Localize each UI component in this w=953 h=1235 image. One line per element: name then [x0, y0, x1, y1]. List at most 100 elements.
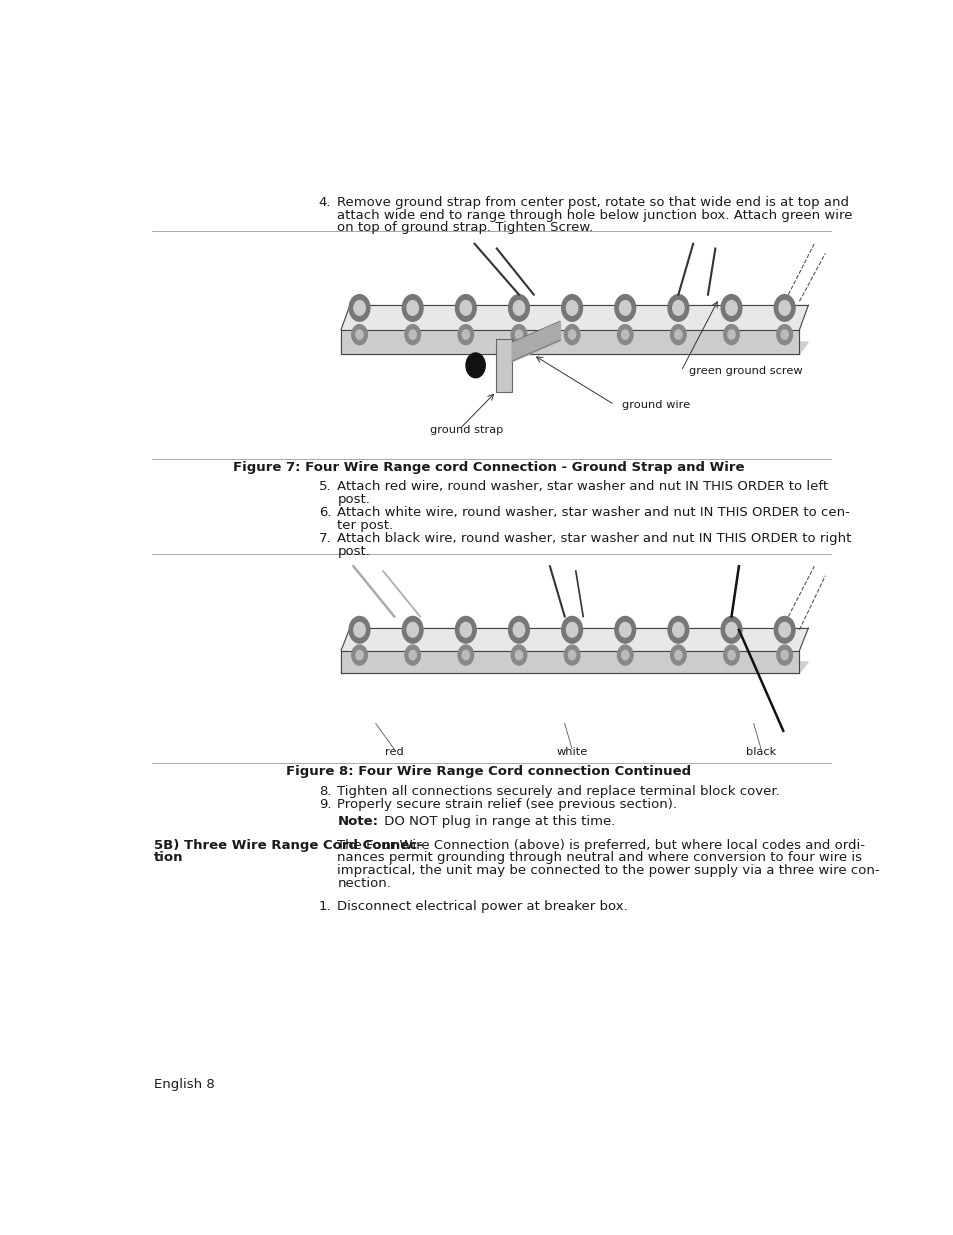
- Text: ground wire: ground wire: [621, 400, 689, 410]
- Circle shape: [459, 622, 471, 637]
- Text: tion: tion: [153, 851, 183, 864]
- Circle shape: [349, 295, 370, 321]
- Circle shape: [355, 651, 363, 659]
- Circle shape: [404, 325, 420, 345]
- Circle shape: [564, 645, 579, 664]
- Circle shape: [461, 651, 469, 659]
- Text: Tighten all connections securely and replace terminal block cover.: Tighten all connections securely and rep…: [337, 784, 780, 798]
- Circle shape: [672, 622, 683, 637]
- Circle shape: [618, 300, 630, 315]
- Text: attach wide end to range through hole below junction box. Attach green wire: attach wide end to range through hole be…: [337, 209, 852, 221]
- Polygon shape: [341, 305, 807, 330]
- Text: 5B) Three Wire Range Cord Connec-: 5B) Three Wire Range Cord Connec-: [153, 839, 422, 852]
- Circle shape: [670, 645, 685, 664]
- Circle shape: [459, 300, 471, 315]
- Circle shape: [667, 616, 688, 643]
- Text: Attach red wire, round washer, star washer and nut IN THIS ORDER to left: Attach red wire, round washer, star wash…: [337, 480, 827, 493]
- Circle shape: [409, 651, 416, 659]
- Circle shape: [723, 325, 739, 345]
- Circle shape: [776, 645, 792, 664]
- Circle shape: [568, 330, 575, 340]
- Text: Attach white wire, round washer, star washer and nut IN THIS ORDER to cen-: Attach white wire, round washer, star wa…: [337, 506, 849, 519]
- Text: DO NOT plug in range at this time.: DO NOT plug in range at this time.: [380, 815, 615, 829]
- Circle shape: [354, 300, 365, 315]
- Text: 6.: 6.: [318, 506, 331, 519]
- Bar: [318, 235, 836, 457]
- Circle shape: [349, 616, 370, 643]
- Text: impractical, the unit may be connected to the power supply via a three wire con-: impractical, the unit may be connected t…: [337, 864, 879, 877]
- Text: white: white: [556, 747, 587, 757]
- Circle shape: [727, 651, 735, 659]
- Circle shape: [672, 300, 683, 315]
- Text: Properly secure strain relief (see previous section).: Properly secure strain relief (see previ…: [337, 798, 677, 810]
- Text: Note:: Note:: [337, 815, 378, 829]
- Circle shape: [774, 295, 794, 321]
- Text: post.: post.: [337, 545, 370, 557]
- Circle shape: [615, 295, 635, 321]
- Circle shape: [774, 616, 794, 643]
- Circle shape: [402, 295, 422, 321]
- Circle shape: [455, 616, 476, 643]
- Circle shape: [617, 325, 633, 345]
- Text: 5.: 5.: [318, 480, 331, 493]
- Circle shape: [354, 622, 365, 637]
- Circle shape: [355, 330, 363, 340]
- Polygon shape: [341, 662, 807, 673]
- Circle shape: [720, 616, 741, 643]
- Text: 1.: 1.: [318, 900, 331, 913]
- Circle shape: [674, 330, 681, 340]
- Circle shape: [670, 325, 685, 345]
- Circle shape: [781, 330, 787, 340]
- Circle shape: [404, 645, 420, 664]
- Polygon shape: [341, 342, 807, 354]
- Circle shape: [727, 330, 735, 340]
- Circle shape: [667, 295, 688, 321]
- Circle shape: [615, 616, 635, 643]
- Circle shape: [457, 645, 473, 664]
- Circle shape: [617, 645, 633, 664]
- Circle shape: [515, 330, 522, 340]
- Circle shape: [564, 325, 579, 345]
- Circle shape: [561, 616, 582, 643]
- Text: on top of ground strap. Tighten Screw.: on top of ground strap. Tighten Screw.: [337, 221, 593, 235]
- Text: 7.: 7.: [318, 532, 331, 545]
- Circle shape: [621, 651, 628, 659]
- Circle shape: [720, 295, 741, 321]
- Circle shape: [465, 353, 485, 378]
- Text: Figure 8: Four Wire Range Cord connection Continued: Figure 8: Four Wire Range Cord connectio…: [286, 766, 691, 778]
- Circle shape: [723, 645, 739, 664]
- Circle shape: [561, 295, 582, 321]
- Text: red: red: [384, 747, 403, 757]
- Text: 9.: 9.: [318, 798, 331, 810]
- Circle shape: [725, 622, 737, 637]
- Text: English 8: English 8: [153, 1078, 214, 1092]
- Text: Remove ground strap from center post, rotate so that wide end is at top and: Remove ground strap from center post, ro…: [337, 196, 848, 209]
- Text: Attach black wire, round washer, star washer and nut IN THIS ORDER to right: Attach black wire, round washer, star wa…: [337, 532, 851, 545]
- Circle shape: [621, 330, 628, 340]
- Circle shape: [618, 622, 630, 637]
- Text: 4.: 4.: [318, 196, 331, 209]
- Circle shape: [511, 645, 526, 664]
- Bar: [495, 340, 512, 391]
- Circle shape: [779, 622, 789, 637]
- Polygon shape: [341, 330, 799, 354]
- Polygon shape: [341, 651, 799, 673]
- Circle shape: [407, 622, 418, 637]
- Circle shape: [779, 300, 789, 315]
- Circle shape: [352, 325, 367, 345]
- Text: The Four Wire Connection (above) is preferred, but where local codes and ordi-: The Four Wire Connection (above) is pref…: [337, 839, 864, 852]
- Circle shape: [511, 325, 526, 345]
- Circle shape: [402, 616, 422, 643]
- Circle shape: [457, 325, 473, 345]
- Circle shape: [566, 622, 578, 637]
- Circle shape: [508, 616, 529, 643]
- Circle shape: [781, 651, 787, 659]
- Circle shape: [513, 622, 524, 637]
- Circle shape: [776, 325, 792, 345]
- Circle shape: [352, 645, 367, 664]
- Circle shape: [409, 330, 416, 340]
- Polygon shape: [341, 629, 807, 651]
- Text: nection.: nection.: [337, 877, 391, 890]
- Circle shape: [568, 651, 575, 659]
- Circle shape: [566, 300, 578, 315]
